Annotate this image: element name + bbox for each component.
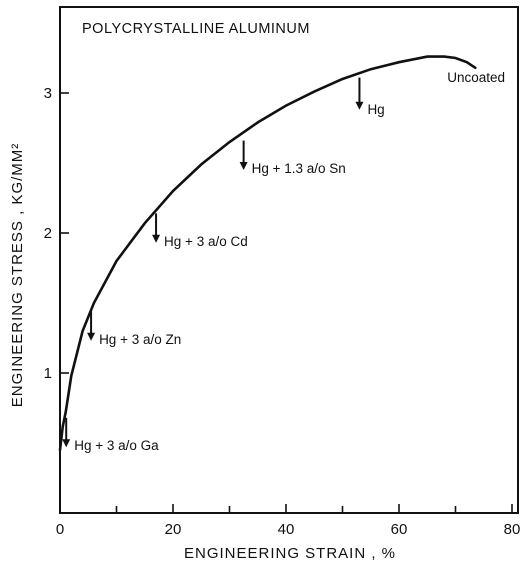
arrowhead: [87, 332, 96, 341]
y-tick-label: 1: [44, 365, 52, 382]
y-tick-label: 2: [44, 225, 52, 242]
series-label: Uncoated: [447, 70, 505, 85]
x-axis-label: ENGINEERING STRAIN , %: [184, 545, 396, 562]
arrowhead: [62, 439, 71, 448]
annotation-label: Hg + 3 a/o Ga: [74, 438, 159, 453]
plot-border: [59, 6, 519, 514]
x-tick-label: 40: [278, 521, 295, 538]
y-tick-label: 3: [44, 85, 52, 102]
x-tick-label: 80: [504, 521, 521, 538]
plot-frame: [59, 6, 519, 514]
x-tick-label: 20: [165, 521, 182, 538]
y-axis-label: ENGINEERING STRESS , KG/MM²: [9, 143, 26, 408]
arrowhead: [355, 101, 364, 110]
x-tick-label: 0: [56, 521, 64, 538]
axis-ticks: 0 20 40 60 80 1 2 3: [44, 85, 521, 538]
series-line-uncoated: [58, 55, 477, 452]
annotation-label: Hg: [367, 102, 384, 117]
annotations: Hg Hg + 1.3 a/o Sn Hg + 3 a/o Cd Hg + 3 a/o…: [62, 77, 385, 453]
arrowhead: [152, 234, 161, 243]
arrowhead: [239, 162, 248, 170]
annotation-label: Hg + 3 a/o Cd: [164, 234, 248, 249]
annotation-label: Hg + 1.3 a/o Sn: [252, 161, 346, 176]
annotation-label: Hg + 3 a/o Zn: [99, 332, 181, 347]
chart-title: POLYCRYSTALLINE ALUMINUM: [82, 21, 310, 37]
curve-group: Uncoated: [58, 55, 505, 452]
x-tick-label: 60: [391, 521, 408, 538]
